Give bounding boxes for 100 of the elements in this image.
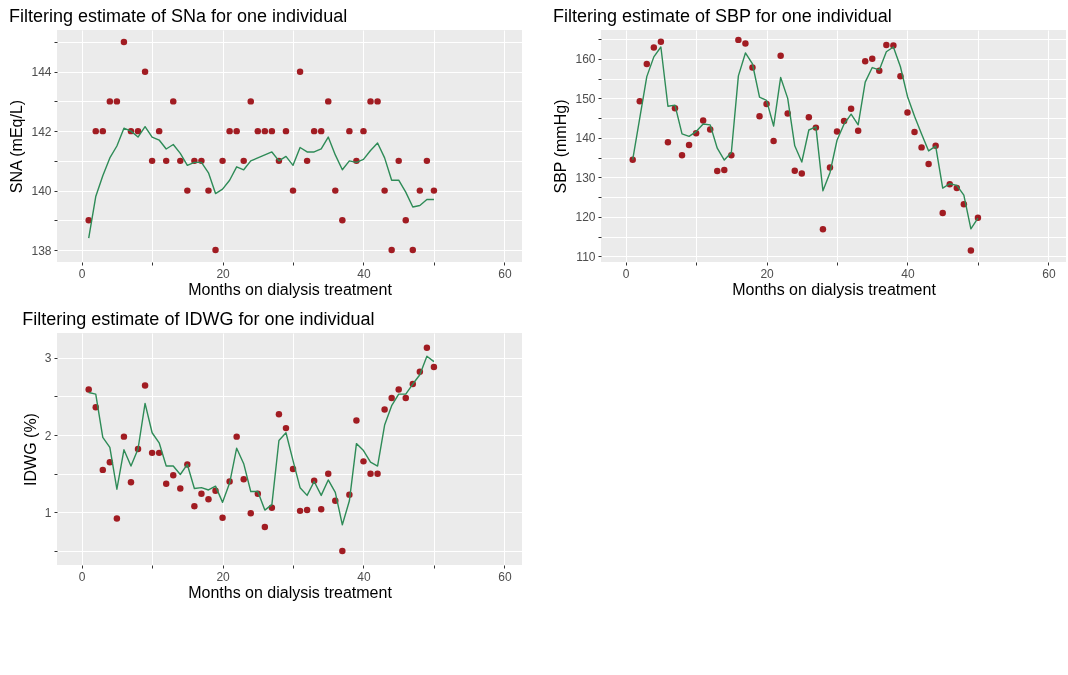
point bbox=[148, 449, 156, 457]
point bbox=[360, 127, 367, 135]
y-tick-label: 1 bbox=[44, 505, 52, 520]
point bbox=[92, 127, 99, 135]
point bbox=[303, 157, 311, 165]
y-tick-label: 110 bbox=[576, 249, 596, 264]
chart-title: Filtering estimate of SNa for one individual bbox=[8, 6, 348, 26]
point bbox=[212, 246, 219, 254]
x-tick-label: 20 bbox=[216, 266, 231, 281]
point bbox=[261, 523, 269, 531]
point bbox=[402, 217, 409, 224]
point bbox=[113, 98, 121, 105]
point bbox=[339, 547, 346, 555]
point bbox=[296, 68, 304, 75]
point bbox=[247, 98, 254, 105]
point bbox=[233, 433, 240, 440]
point bbox=[833, 128, 841, 135]
point bbox=[310, 127, 318, 135]
point bbox=[162, 480, 170, 488]
point bbox=[861, 57, 869, 65]
point bbox=[388, 246, 395, 254]
point bbox=[177, 485, 184, 492]
point bbox=[721, 166, 728, 174]
point bbox=[325, 98, 332, 105]
point bbox=[353, 417, 360, 424]
point bbox=[374, 98, 381, 105]
point bbox=[819, 225, 827, 233]
point bbox=[918, 144, 925, 151]
x-tick-label: 40 bbox=[357, 266, 371, 281]
point bbox=[869, 55, 876, 63]
point bbox=[141, 68, 149, 75]
point bbox=[791, 167, 798, 174]
y-tick-label: 150 bbox=[575, 91, 596, 106]
point bbox=[120, 433, 128, 440]
point bbox=[699, 117, 707, 124]
point bbox=[805, 114, 813, 121]
point bbox=[847, 105, 855, 112]
point bbox=[141, 382, 149, 389]
point bbox=[177, 157, 184, 165]
point bbox=[374, 470, 381, 477]
y-tick-label: 160 bbox=[575, 52, 596, 67]
y-tick-label: 138 bbox=[31, 243, 52, 258]
point bbox=[381, 406, 388, 413]
point bbox=[282, 127, 290, 135]
y-tick-label: 140 bbox=[31, 184, 52, 199]
point bbox=[162, 157, 170, 165]
point bbox=[742, 40, 749, 47]
point bbox=[395, 386, 402, 393]
x-tick-label: 60 bbox=[498, 266, 512, 281]
point bbox=[113, 515, 121, 522]
y-tick-label: 142 bbox=[31, 124, 52, 139]
point bbox=[148, 157, 156, 165]
chart-title: Filtering estimate of SBP for one individual bbox=[552, 6, 892, 26]
point bbox=[325, 470, 332, 477]
x-tick-label: 60 bbox=[498, 569, 512, 584]
point bbox=[430, 187, 438, 194]
point bbox=[303, 506, 311, 514]
point bbox=[735, 36, 742, 44]
y-tick-label: 144 bbox=[31, 65, 52, 80]
y-tick-label: 2 bbox=[44, 428, 52, 443]
x-tick-label: 0 bbox=[78, 569, 86, 584]
point bbox=[155, 127, 163, 135]
point bbox=[268, 127, 276, 135]
point bbox=[184, 187, 191, 194]
point bbox=[854, 127, 862, 135]
point bbox=[643, 60, 651, 68]
point bbox=[967, 247, 975, 254]
point bbox=[275, 410, 283, 418]
point bbox=[127, 479, 135, 486]
y-tick-label: 120 bbox=[575, 210, 596, 225]
point bbox=[423, 157, 431, 165]
point bbox=[99, 127, 107, 135]
point bbox=[198, 490, 205, 498]
point bbox=[904, 109, 911, 116]
point bbox=[409, 246, 417, 254]
x-tick-label: 20 bbox=[760, 266, 775, 281]
point bbox=[346, 127, 353, 135]
point bbox=[233, 127, 240, 135]
point bbox=[219, 514, 226, 522]
point bbox=[650, 44, 658, 51]
point bbox=[360, 458, 367, 465]
point bbox=[685, 141, 693, 149]
point bbox=[381, 187, 388, 194]
y-axis-title: SBP (mmHg) bbox=[552, 99, 570, 194]
point bbox=[777, 52, 784, 59]
point bbox=[388, 394, 395, 402]
point bbox=[664, 139, 672, 146]
point bbox=[205, 496, 212, 503]
chart-title: Filtering estimate of IDWG for one individual bbox=[22, 309, 375, 329]
x-tick-label: 0 bbox=[78, 266, 86, 281]
point bbox=[367, 98, 374, 105]
point bbox=[247, 509, 254, 517]
point bbox=[367, 470, 374, 477]
point bbox=[332, 187, 339, 194]
y-tick-label: 130 bbox=[575, 170, 596, 185]
point bbox=[170, 472, 177, 479]
point bbox=[254, 127, 262, 135]
x-tick-label: 20 bbox=[216, 569, 231, 584]
point bbox=[261, 127, 269, 135]
point bbox=[296, 507, 304, 515]
